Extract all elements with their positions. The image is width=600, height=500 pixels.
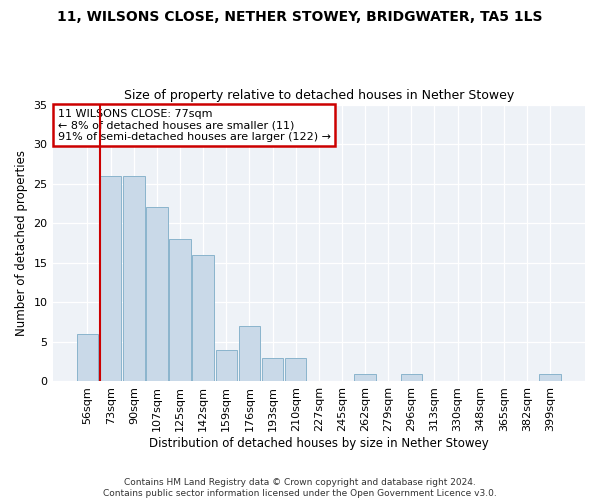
Text: 11 WILSONS CLOSE: 77sqm
← 8% of detached houses are smaller (11)
91% of semi-det: 11 WILSONS CLOSE: 77sqm ← 8% of detached… — [58, 108, 331, 142]
Bar — [539, 374, 561, 382]
X-axis label: Distribution of detached houses by size in Nether Stowey: Distribution of detached houses by size … — [149, 437, 488, 450]
Text: Contains HM Land Registry data © Crown copyright and database right 2024.
Contai: Contains HM Land Registry data © Crown c… — [103, 478, 497, 498]
Y-axis label: Number of detached properties: Number of detached properties — [15, 150, 28, 336]
Bar — [77, 334, 98, 382]
Bar — [239, 326, 260, 382]
Bar — [169, 239, 191, 382]
Bar — [215, 350, 237, 382]
Bar — [285, 358, 307, 382]
Title: Size of property relative to detached houses in Nether Stowey: Size of property relative to detached ho… — [124, 89, 514, 102]
Bar — [262, 358, 283, 382]
Text: 11, WILSONS CLOSE, NETHER STOWEY, BRIDGWATER, TA5 1LS: 11, WILSONS CLOSE, NETHER STOWEY, BRIDGW… — [57, 10, 543, 24]
Bar — [354, 374, 376, 382]
Bar — [123, 176, 145, 382]
Bar — [193, 255, 214, 382]
Bar — [401, 374, 422, 382]
Bar — [146, 208, 167, 382]
Bar — [100, 176, 121, 382]
